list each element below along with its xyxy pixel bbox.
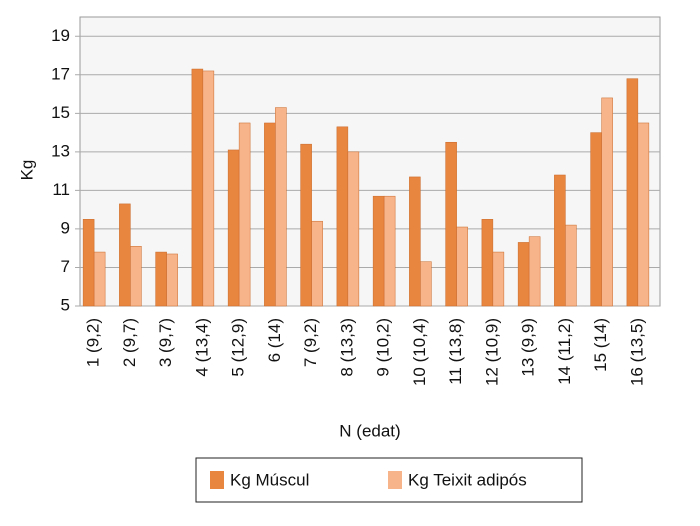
x-tick-label: 1 (9,2): [84, 318, 103, 367]
bar: [191, 68, 204, 307]
bar: [119, 203, 131, 307]
y-tick-label: 9: [61, 218, 70, 237]
x-tick-label: 13 (9,9): [519, 318, 538, 377]
bar: [565, 224, 577, 307]
bar: [528, 236, 541, 307]
y-axis-label: Kg: [17, 160, 36, 181]
x-tick-label: 10 (10,4): [410, 318, 429, 386]
x-tick-label: 15 (14): [591, 318, 610, 372]
legend-label: Kg Múscul: [230, 470, 309, 489]
y-tick-label: 5: [61, 295, 70, 314]
y-tick-label: 7: [61, 257, 70, 276]
bar: [481, 219, 494, 307]
legend-swatch: [388, 471, 402, 489]
bar: [336, 126, 349, 307]
x-tick-label: 9 (10,2): [374, 318, 393, 377]
bar: [445, 141, 457, 307]
x-tick-label: 3 (9,7): [156, 318, 175, 367]
y-tick-label: 17: [51, 64, 70, 83]
bar: [238, 122, 251, 307]
y-tick-label: 15: [51, 103, 70, 122]
x-tick-label: 5 (12,9): [229, 318, 248, 377]
bar: [300, 143, 312, 307]
bar: [383, 195, 396, 307]
bar: [155, 251, 167, 307]
bar: [227, 149, 240, 307]
legend-swatch: [210, 471, 224, 489]
x-axis-label: N (edat): [339, 421, 400, 440]
bar: [554, 174, 566, 307]
bar: [601, 97, 613, 307]
bar: [420, 261, 432, 307]
x-tick-label: 11 (13,8): [446, 318, 465, 385]
x-tick-label: 12 (10,9): [482, 318, 501, 386]
x-tick-label: 14 (11,2): [555, 318, 574, 385]
bar: [311, 220, 323, 307]
x-tick-label: 2 (9,7): [120, 318, 139, 367]
y-tick-label: 11: [52, 180, 70, 199]
bar: [166, 253, 178, 307]
x-tick-label: 6 (14): [265, 318, 284, 362]
bar: [130, 246, 142, 307]
bar: [372, 195, 385, 307]
bar: [456, 226, 468, 307]
bar: [82, 219, 95, 307]
bar: [347, 151, 360, 307]
legend-label: Kg Teixit adipós: [408, 470, 527, 489]
bar: [264, 122, 276, 307]
bar: [409, 176, 421, 307]
x-tick-label: 8 (13,3): [337, 318, 356, 377]
bar: [590, 132, 602, 307]
bar: [517, 242, 530, 307]
x-tick-label: 4 (13,4): [192, 318, 211, 377]
bar: [275, 107, 287, 307]
y-tick-label: 19: [51, 26, 70, 45]
bar: [202, 70, 215, 307]
y-tick-label: 13: [51, 141, 70, 160]
bar: [626, 78, 639, 307]
x-tick-label: 7 (9,2): [301, 318, 320, 367]
x-tick-label: 16 (13,5): [627, 318, 646, 386]
bar: [637, 122, 650, 307]
bar: [93, 251, 106, 307]
bar: [492, 251, 505, 307]
